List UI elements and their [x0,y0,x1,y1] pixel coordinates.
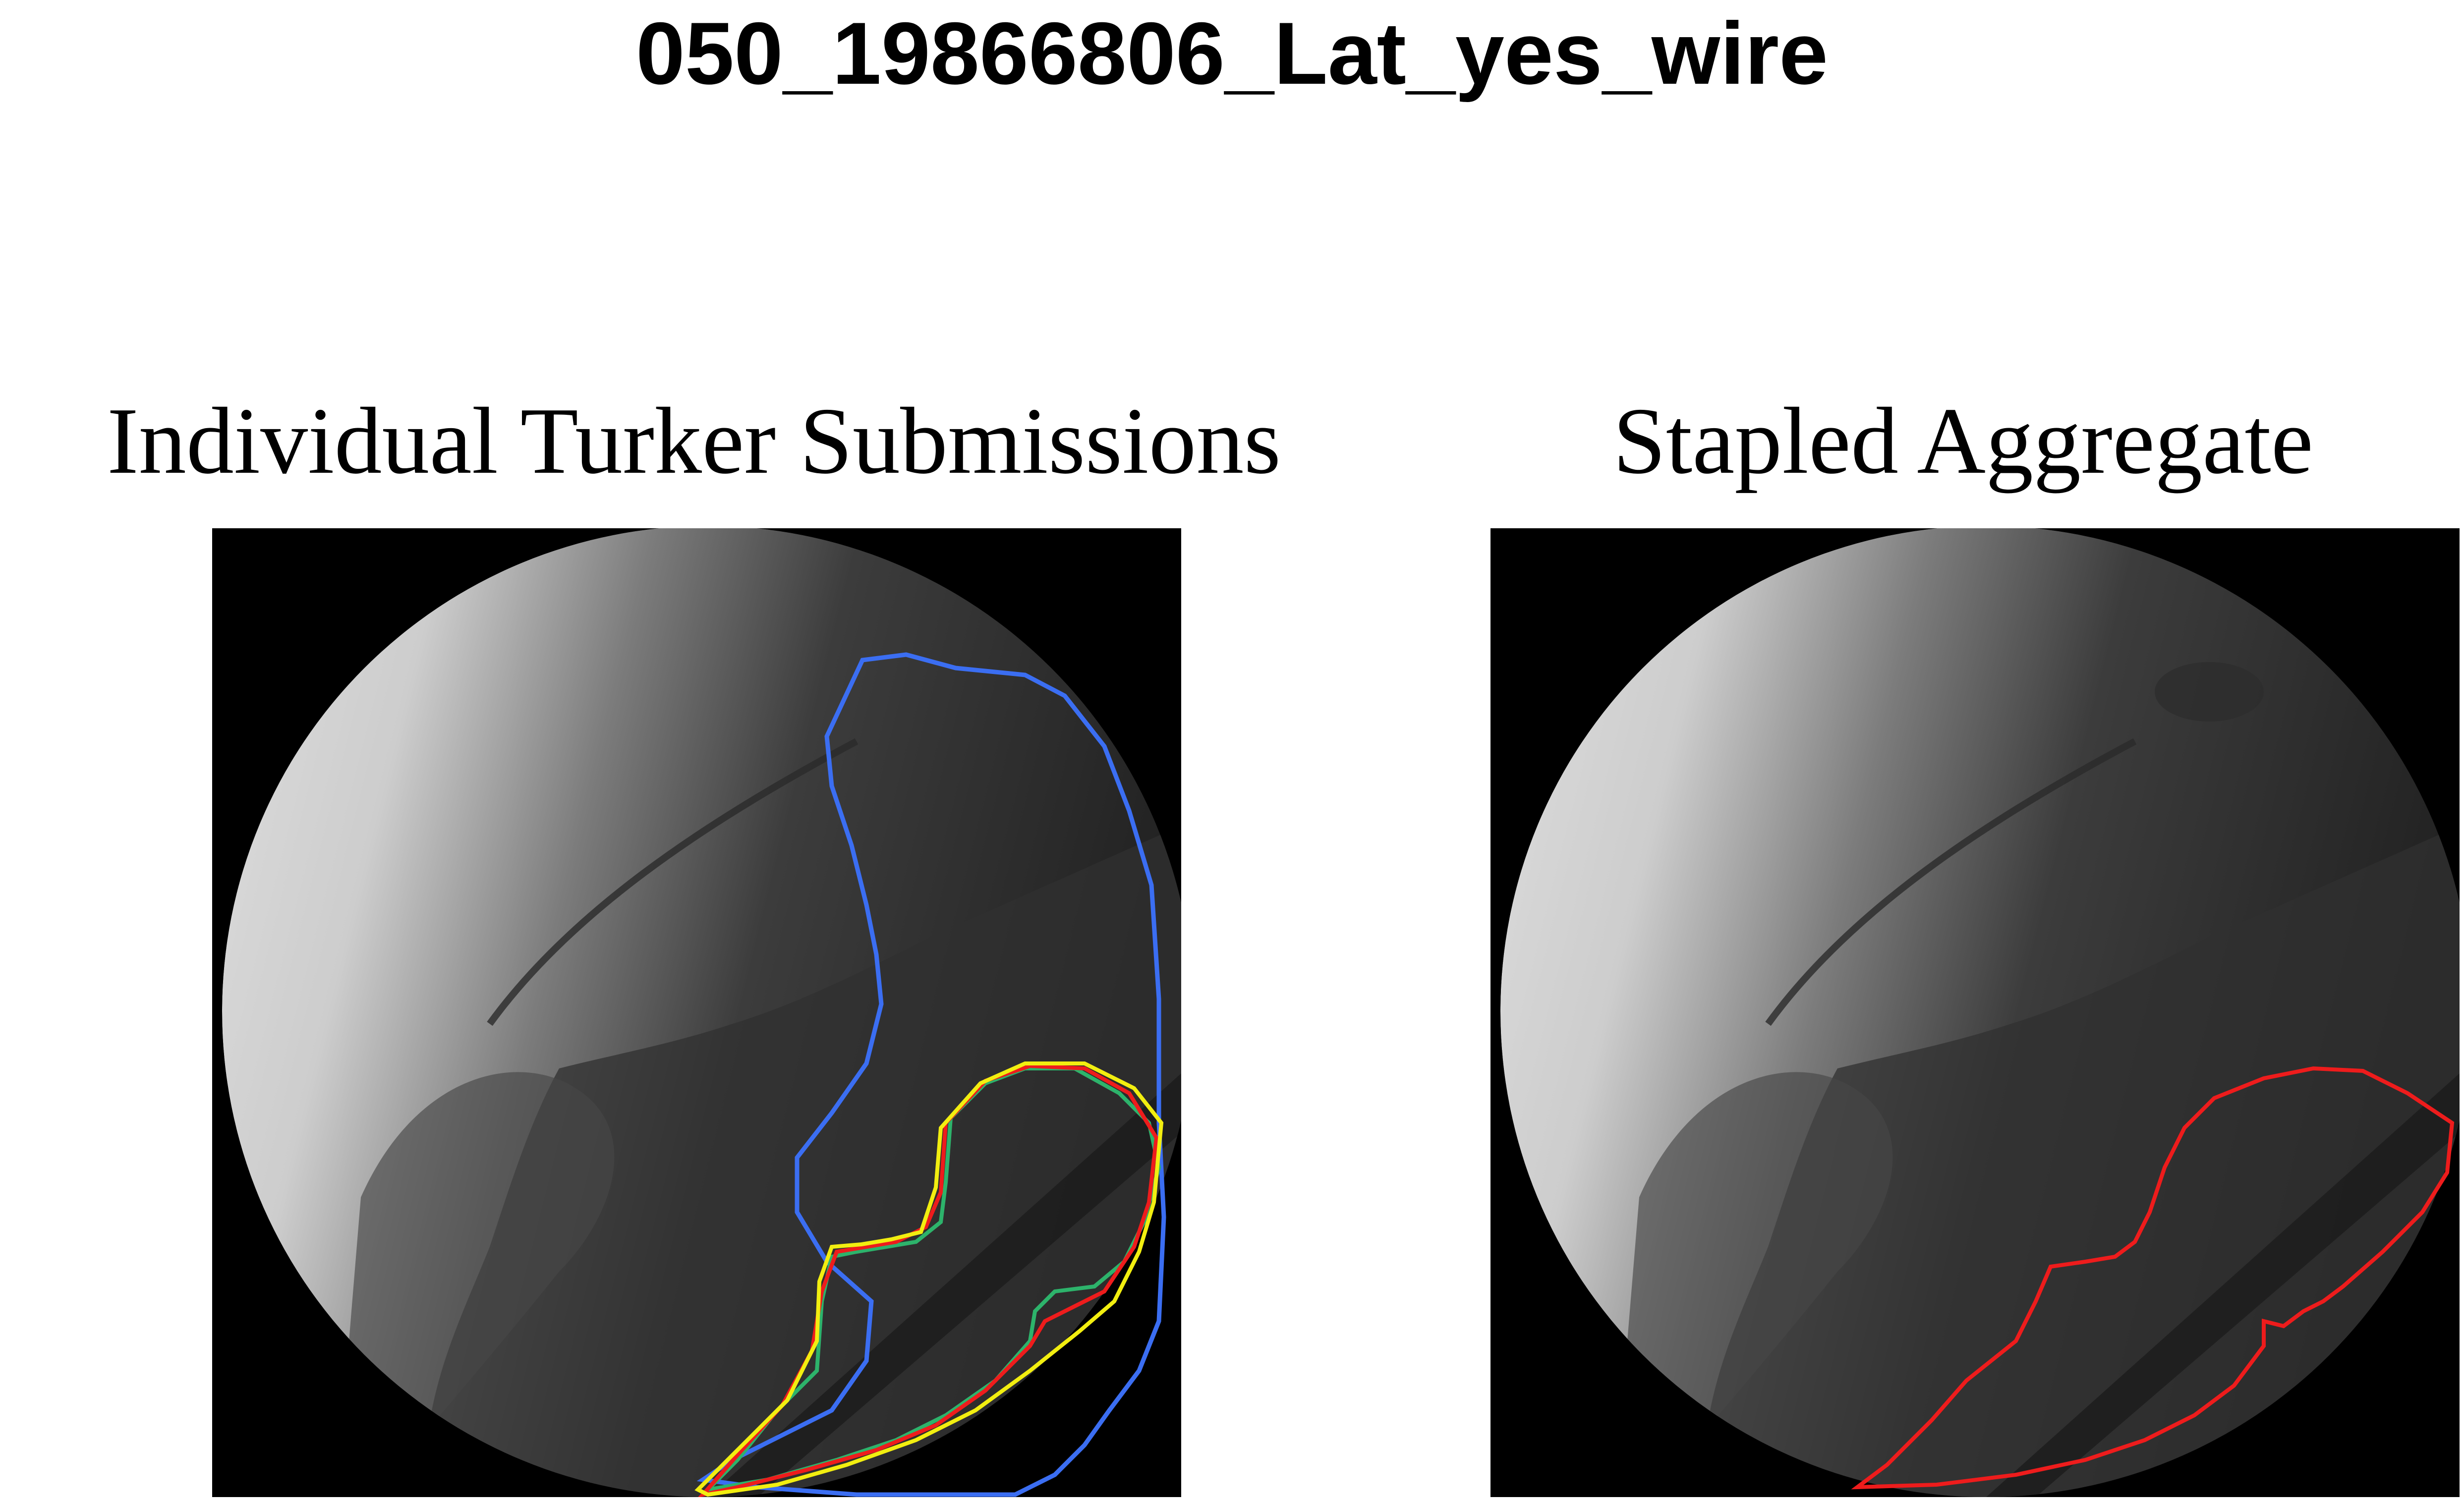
panel-individual-submissions [212,528,1181,1497]
outline-aggregate-red [1851,1066,2455,1490]
instrument-shaft [1986,1073,2460,1497]
panel-title-aggregate: Stapled Aggregate [1613,388,2313,494]
outline-red [698,1063,1159,1497]
xray-image-aggregate [1490,528,2460,1497]
dark-structure [2155,662,2264,722]
xray-disc [1500,528,2460,1497]
guide-wire [1765,738,2137,1026]
soft-tissue-shadow [1703,826,2460,1497]
panel-title-individual: Individual Turker Submissions [107,388,1281,494]
figure-title: 050_19866806_Lat_yes_wire [635,4,1829,103]
panel-stapled-aggregate [1490,528,2460,1497]
guide-wire [487,738,859,1026]
bone-silhouette [1614,1072,1893,1497]
xray-image-individual [212,528,1181,1497]
xray-disc [222,528,1181,1497]
outline-yellow [694,1061,1164,1497]
soft-tissue-shadow [425,826,1181,1497]
bone-silhouette [336,1072,615,1497]
instrument-shaft [708,1073,1181,1497]
